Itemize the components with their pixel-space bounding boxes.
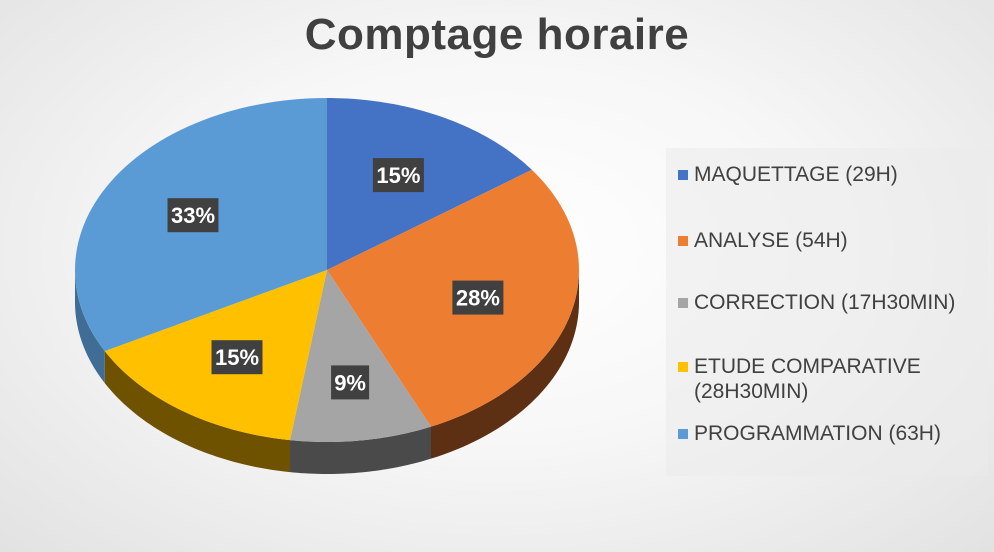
legend-item-etude-comparative: ETUDE COMPARATIVE (28H30MIN) [676,354,986,404]
pie-data-labels: 15% 28% 9% 15% 33% [167,158,504,400]
legend-label: ETUDE COMPARATIVE (28H30MIN) [694,355,921,403]
legend-label: ANALYSE (54H) [694,229,848,252]
pie-side-correction [290,426,431,474]
data-label-text: 15% [215,345,259,370]
legend-item-programmation: PROGRAMMATION (63H) [676,421,986,446]
data-label-box [211,340,263,375]
data-label-box [452,280,504,315]
data-label-analyse: 28% [452,280,504,315]
legend-label: PROGRAMMATION (63H) [694,422,941,445]
legend-label: CORRECTION (17H30MIN) [694,291,956,314]
legend-label: MAQUETTAGE (29H) [694,163,898,186]
legend-swatch [678,362,688,372]
legend-item-analyse: ANALYSE (54H) [676,228,986,253]
pie-sides [75,270,579,474]
data-label-etude-comparative: 15% [211,340,263,375]
data-label-box [372,158,424,193]
pie-side-etude-comparative [104,351,291,473]
pie-top-slices [75,98,579,442]
legend-item-maquettage: MAQUETTAGE (29H) [676,162,986,187]
data-label-text: 15% [376,163,420,188]
legend-swatch [678,236,688,246]
pie-slice-maquettage [327,98,532,270]
data-label-text: 33% [171,203,215,228]
legend-swatch [678,298,688,308]
legend: MAQUETTAGE (29H) ANALYSE (54H) CORRECTION … [666,148,988,476]
pie-side-programmation [75,270,105,384]
pie-side-analyse [431,270,579,459]
pie-slice-correction [290,270,431,442]
legend-swatch [678,429,688,439]
data-label-box [331,365,370,400]
legend-swatch [678,170,688,180]
data-label-programmation: 33% [167,198,219,233]
legend-item-correction: CORRECTION (17H30MIN) [676,290,986,315]
data-label-maquettage: 15% [372,158,424,193]
data-label-box [167,198,219,233]
data-label-correction: 9% [331,365,370,400]
chart-title: Comptage horaire [304,10,690,59]
data-label-text: 9% [334,370,366,395]
data-label-text: 28% [456,286,500,311]
